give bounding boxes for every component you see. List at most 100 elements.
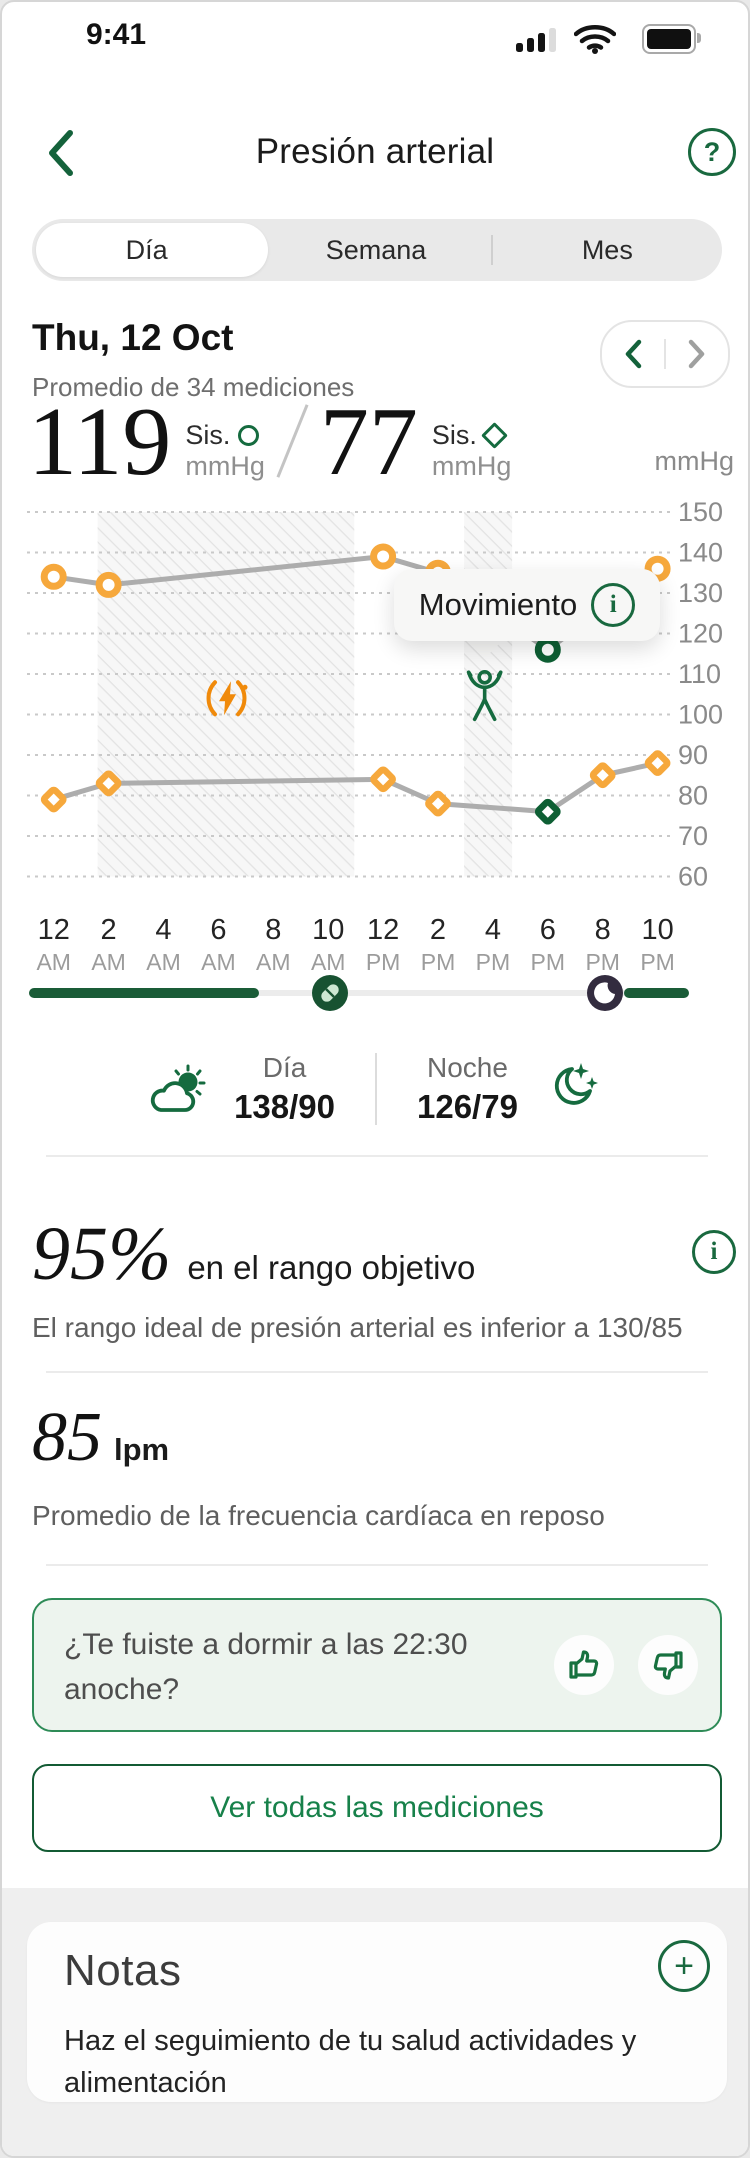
moon-stars-icon bbox=[554, 1063, 598, 1105]
x-tick-hour: 12 bbox=[38, 914, 70, 946]
wifi-icon bbox=[573, 24, 617, 59]
y-tick-label: 100 bbox=[678, 700, 723, 730]
y-tick-label: 130 bbox=[678, 578, 723, 608]
diastolic-value: 77 bbox=[319, 388, 418, 496]
target-percent: 95% bbox=[32, 1212, 172, 1296]
next-day-button[interactable] bbox=[688, 339, 706, 369]
x-tick-period: PM bbox=[366, 949, 401, 975]
bp-chart[interactable]: 150 140 130 120 110 100 90 80 70 60 12 AM 2 AM 4 AM 6 AM… bbox=[2, 442, 750, 977]
y-tick-label: 140 bbox=[678, 538, 723, 568]
prev-day-button[interactable] bbox=[624, 339, 642, 369]
x-tick-period: PM bbox=[531, 949, 566, 975]
day-night-summary: Día 138/90 Noche 126/79 bbox=[2, 1052, 748, 1126]
data-point-diastólica[interactable] bbox=[370, 766, 396, 793]
notes-card bbox=[27, 1922, 727, 2102]
data-point-sistólica[interactable] bbox=[370, 543, 397, 570]
y-tick-label: 80 bbox=[678, 781, 708, 811]
day-label: Día bbox=[262, 1052, 307, 1083]
data-point-diastólica[interactable] bbox=[425, 790, 451, 817]
data-point-diastólica[interactable] bbox=[40, 786, 67, 813]
page-title: Presión arterial bbox=[255, 132, 495, 171]
sleep-question-text: ¿Te fuiste a dormir a las 22:30 anoche? bbox=[64, 1628, 468, 1706]
systolic-marker-icon bbox=[238, 425, 260, 446]
x-tick-hour: 2 bbox=[430, 914, 446, 946]
x-tick-period: AM bbox=[91, 949, 126, 975]
x-tick-hour: 2 bbox=[101, 914, 117, 946]
notes-description: Haz el seguimiento de tu salud actividad… bbox=[64, 2025, 637, 2099]
sleep-handle[interactable] bbox=[587, 975, 623, 1011]
data-point-diastólica[interactable] bbox=[589, 762, 616, 789]
back-button[interactable] bbox=[46, 127, 86, 179]
slider-fill-right bbox=[624, 988, 689, 998]
target-description: El rango ideal de presión arterial es in… bbox=[32, 1312, 683, 1343]
systolic-value: 119 bbox=[28, 388, 172, 496]
date-label: Thu, 12 Oct bbox=[32, 317, 234, 358]
period-tabs: Día Semana Mes bbox=[32, 219, 722, 281]
status-time: 9:41 bbox=[86, 18, 147, 51]
data-point-diastólica[interactable] bbox=[95, 770, 122, 797]
thumbs-down-button[interactable] bbox=[638, 1635, 698, 1695]
y-tick-label: 110 bbox=[678, 659, 721, 689]
heart-rate-value: 85 bbox=[32, 1399, 102, 1476]
tab-month[interactable]: Mes bbox=[581, 234, 633, 265]
data-point-diastólica[interactable] bbox=[534, 798, 561, 825]
y-tick-label: 60 bbox=[678, 862, 708, 892]
bp-summary: 119 Sis. mmHg 77 Sis. mmHg bbox=[28, 388, 512, 496]
target-info-icon[interactable]: i bbox=[692, 1230, 736, 1274]
data-point-sistólica[interactable] bbox=[40, 563, 67, 590]
y-tick-label: 120 bbox=[678, 619, 723, 649]
systolic-unit: mmHg bbox=[185, 451, 265, 481]
battery-icon bbox=[642, 24, 701, 54]
thumbs-up-icon bbox=[569, 1650, 599, 1679]
x-tick-period: AM bbox=[201, 949, 236, 975]
x-tick-period: PM bbox=[421, 949, 456, 975]
heart-rate-description: Promedio de la frecuencia cardíaca en re… bbox=[32, 1500, 605, 1531]
x-tick-hour: 8 bbox=[265, 914, 281, 946]
heart-rate-heading: 85 lpm bbox=[32, 1399, 170, 1476]
date-pager bbox=[600, 320, 730, 388]
x-tick-period: PM bbox=[476, 949, 511, 975]
slider-fill-left bbox=[29, 988, 259, 998]
x-tick-hour: 10 bbox=[312, 914, 344, 946]
pager-divider bbox=[664, 339, 666, 369]
x-tick-hour: 6 bbox=[210, 914, 226, 946]
data-point-sistólica[interactable] bbox=[534, 636, 561, 663]
x-tick-period: PM bbox=[640, 949, 675, 975]
y-tick-label: 70 bbox=[678, 821, 708, 851]
section-divider bbox=[46, 1155, 708, 1157]
x-tick-period: AM bbox=[256, 949, 291, 975]
medication-handle[interactable] bbox=[312, 975, 348, 1011]
x-tick-period: AM bbox=[311, 949, 346, 975]
data-point-sistólica[interactable] bbox=[95, 571, 122, 598]
tab-day[interactable]: Día bbox=[125, 234, 168, 265]
day-value: 138/90 bbox=[234, 1088, 335, 1125]
tab-divider bbox=[490, 235, 493, 265]
data-point-diastólica[interactable] bbox=[644, 750, 671, 776]
selected-tab-pill bbox=[36, 223, 268, 277]
section-divider bbox=[46, 1564, 708, 1566]
tab-week[interactable]: Semana bbox=[325, 234, 427, 265]
day-night-divider bbox=[375, 1053, 377, 1125]
sun-cloud-icon bbox=[150, 1064, 206, 1112]
diastolic-label: Sis. bbox=[431, 420, 477, 450]
night-value: 126/79 bbox=[417, 1088, 518, 1125]
target-text: en el rango objetivo bbox=[187, 1249, 476, 1286]
help-icon[interactable]: ? bbox=[688, 128, 736, 176]
view-all-button[interactable]: Ver todas las mediciones bbox=[32, 1764, 722, 1852]
x-tick-hour: 10 bbox=[641, 914, 673, 946]
time-slider-track[interactable] bbox=[29, 990, 689, 996]
add-note-button[interactable]: + bbox=[658, 1940, 710, 1992]
diastolic-unit: mmHg bbox=[431, 451, 512, 481]
thumbs-up-button[interactable] bbox=[554, 1635, 614, 1695]
x-tick-hour: 4 bbox=[155, 914, 171, 946]
x-tick-hour: 12 bbox=[367, 914, 399, 946]
heart-rate-unit: lpm bbox=[114, 1432, 170, 1467]
target-range-heading: 95% en el rango objetivo bbox=[32, 1212, 476, 1296]
systolic-label: Sis. bbox=[185, 420, 231, 450]
info-icon[interactable]: i bbox=[591, 583, 636, 627]
x-tick-hour: 6 bbox=[540, 914, 556, 946]
measurement-count-label: Promedio de 34 mediciones bbox=[32, 372, 355, 402]
pill-icon bbox=[321, 984, 339, 1002]
cellular-signal-icon bbox=[516, 28, 556, 52]
